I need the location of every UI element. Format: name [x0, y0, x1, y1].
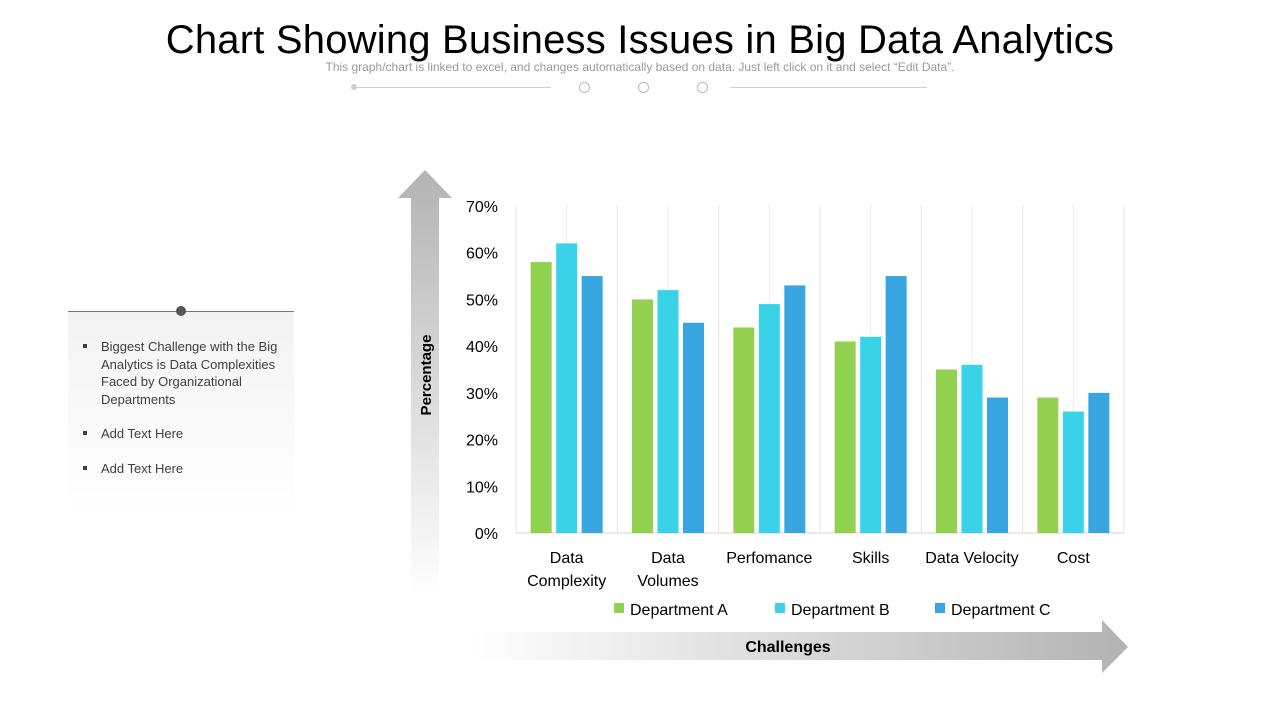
category-label: Cost: [1057, 550, 1090, 567]
legend-swatch: [614, 603, 624, 613]
bar: [1037, 397, 1059, 533]
legend-label: Department B: [791, 602, 890, 619]
y-tick-label: 0%: [475, 526, 498, 543]
bar: [860, 336, 882, 533]
y-tick-label: 10%: [466, 479, 498, 496]
bar: [885, 276, 907, 533]
bar: [987, 397, 1008, 533]
decor-circle: [638, 82, 649, 93]
side-bullet-list: Biggest Challenge with the Big Analytics…: [82, 338, 282, 494]
side-text-panel: [68, 312, 294, 522]
category-label: Data Complexity: [527, 550, 606, 590]
page-subtitle: This graph/chart is linked to excel, and…: [325, 60, 955, 74]
bar: [581, 276, 603, 533]
y-tick-label: 40%: [466, 339, 498, 356]
side-bullet: Biggest Challenge with the Big Analytics…: [82, 338, 282, 408]
bar: [632, 299, 653, 533]
y-tick-label: 60%: [466, 246, 498, 263]
bar: [556, 243, 578, 533]
bar: [784, 285, 806, 533]
y-tick-label: 70%: [466, 199, 498, 216]
bar: [530, 262, 552, 533]
y-tick-label: 50%: [466, 292, 498, 309]
legend-swatch: [775, 603, 785, 613]
y-tick-label: 30%: [466, 386, 498, 403]
y-axis-title: Percentage: [418, 335, 435, 416]
x-axis-title: Challenges: [745, 639, 830, 656]
bar: [758, 304, 780, 533]
side-bullet: Add Text Here: [82, 460, 282, 478]
decor-line-right: [730, 87, 927, 88]
y-axis-arrow: [398, 170, 452, 595]
x-axis-arrow: [470, 620, 1128, 673]
category-label: Perfomance: [726, 550, 812, 567]
bar: [683, 322, 704, 533]
side-panel-dot: [176, 306, 186, 316]
category-label: Skills: [852, 550, 889, 567]
decor-line-left: [356, 87, 551, 88]
y-tick-label: 20%: [466, 433, 498, 450]
legend-label: Department C: [951, 602, 1051, 619]
category-label: Data Velocity: [925, 550, 1018, 567]
category-label: Data Volumes: [637, 550, 698, 590]
decor-circle: [697, 82, 708, 93]
bar: [657, 290, 679, 533]
legend-label: Department A: [630, 602, 728, 619]
bar: [834, 341, 856, 533]
bar: [733, 327, 755, 533]
page-title: Chart Showing Business Issues in Big Dat…: [165, 18, 1115, 62]
bar: [1088, 392, 1110, 533]
bar: [936, 369, 957, 533]
bar: [1062, 411, 1084, 533]
decor-dot: [351, 84, 357, 90]
bar: [961, 364, 983, 533]
decor-circle: [579, 82, 590, 93]
legend-swatch: [935, 603, 945, 613]
side-bullet: Add Text Here: [82, 425, 282, 443]
